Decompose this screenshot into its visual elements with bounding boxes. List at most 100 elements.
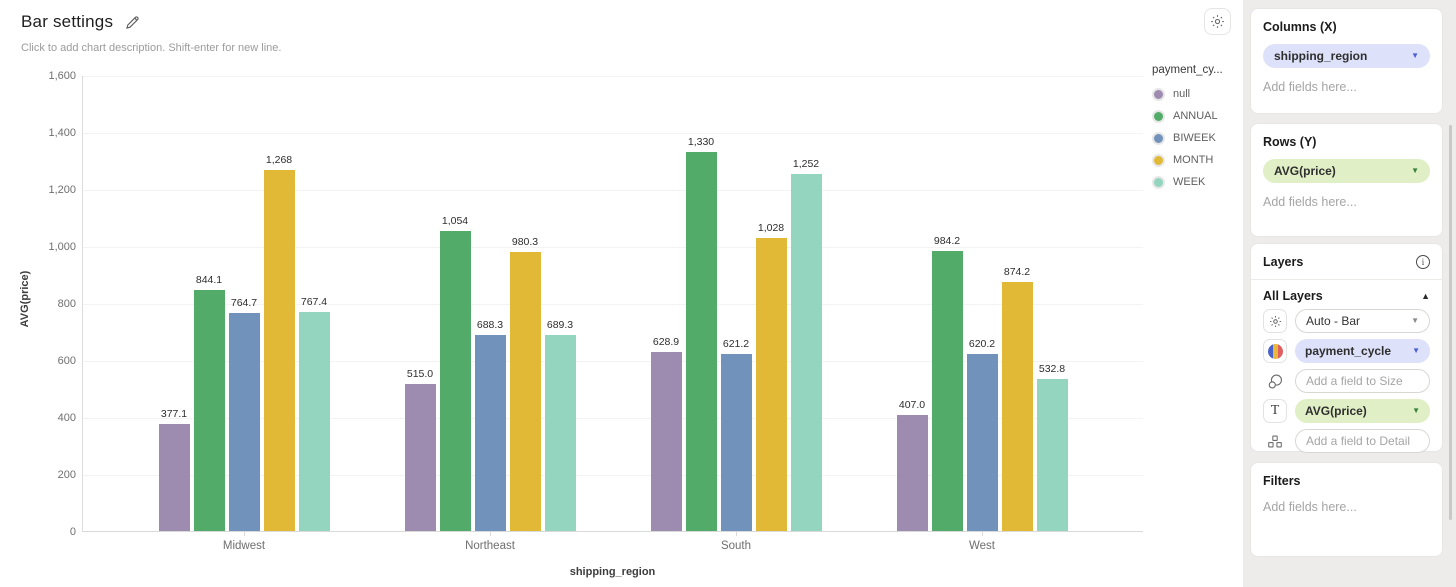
- bar-value-label: 532.8: [1038, 363, 1066, 375]
- rows-add-fields-dropzone[interactable]: Add fields here...: [1263, 195, 1357, 209]
- filters-header: Filters: [1263, 474, 1301, 488]
- rows-field-avg-price[interactable]: AVG(price) ▼: [1263, 159, 1430, 183]
- gridline: [83, 247, 1143, 248]
- legend-items: null ANNUAL BIWEEK MONTH WEEK: [1152, 83, 1252, 193]
- bar-ANNUAL-south[interactable]: 1,330: [685, 136, 717, 531]
- bar-group-midwest: 377.1 844.1 764.7 1,268 767.4: [158, 154, 330, 531]
- legend-swatch-icon: [1152, 109, 1165, 123]
- bar-value-label: 1,054: [441, 215, 469, 227]
- bar-BIWEEK-south[interactable]: 621.2: [720, 338, 752, 531]
- all-layers-toggle[interactable]: All Layers ▲: [1251, 289, 1442, 303]
- chart-type-value: Auto - Bar: [1306, 314, 1361, 328]
- bar-MONTH-south[interactable]: 1,028: [755, 222, 787, 531]
- color-field-payment-cycle[interactable]: payment_cycle ▼: [1295, 339, 1430, 363]
- bar-value-label: 689.3: [546, 319, 574, 331]
- bar-WEEK-south[interactable]: 1,252: [790, 158, 822, 531]
- gridline: [83, 76, 1143, 77]
- legend-item-WEEK[interactable]: WEEK: [1152, 171, 1252, 193]
- info-icon[interactable]: i: [1416, 255, 1430, 269]
- bar-null-northeast[interactable]: 515.0: [404, 368, 436, 531]
- text-field-avg-price[interactable]: AVG(price) ▼: [1295, 399, 1430, 423]
- y-tick-label: 600: [57, 355, 76, 367]
- bar-BIWEEK-northeast[interactable]: 688.3: [474, 319, 506, 531]
- plot-area: 0 200 400 600 800 1,000 1,200 1,400 1,600 377.1 84…: [48, 70, 1143, 552]
- text-field-label: AVG(price): [1305, 404, 1367, 418]
- gridline: [83, 418, 1143, 419]
- chevron-down-icon: ▼: [1412, 346, 1420, 355]
- bar-WEEK-midwest[interactable]: 767.4: [298, 296, 330, 531]
- legend-swatch-icon: [1152, 131, 1165, 145]
- detail-sitemap-icon: [1263, 429, 1287, 453]
- panel-scrollbar[interactable]: [1449, 125, 1452, 520]
- bar-value-label: 407.0: [898, 399, 926, 411]
- rows-y-card: Rows (Y) AVG(price) ▼ Add fields here...: [1250, 123, 1443, 237]
- gridline: [83, 133, 1143, 134]
- page-title: Bar settings: [21, 12, 114, 31]
- detail-field-input[interactable]: Add a field to Detail: [1295, 429, 1430, 453]
- gridline: [83, 190, 1143, 191]
- plot-wrap: AVG(price) 0 200 400 600 800 1,000 1,200 1,400 1…: [19, 70, 1143, 578]
- color-field-label: payment_cycle: [1305, 344, 1392, 358]
- layer-type-gear-icon: [1263, 309, 1287, 333]
- legend-label: null: [1173, 88, 1191, 100]
- bar-value-label: 621.2: [722, 338, 750, 350]
- chevron-down-icon: ▼: [1411, 51, 1419, 60]
- edit-pencil-icon[interactable]: [125, 15, 140, 30]
- filters-add-fields-dropzone[interactable]: Add fields here...: [1263, 500, 1357, 514]
- columns-add-fields-dropzone[interactable]: Add fields here...: [1263, 80, 1357, 94]
- y-tick-label: 1,600: [48, 70, 76, 82]
- x-tick: [244, 532, 245, 536]
- bar-null-midwest[interactable]: 377.1: [158, 408, 190, 531]
- legend-item-null[interactable]: null: [1152, 83, 1252, 105]
- x-category-label-west: West: [969, 540, 995, 552]
- chart-type-select[interactable]: Auto - Bar ▼: [1295, 309, 1430, 333]
- legend-swatch-icon: [1152, 175, 1165, 189]
- bar-null-south[interactable]: 628.9: [650, 336, 682, 531]
- settings-panel: Columns (X) shipping_region ▼ Add fields…: [1243, 0, 1456, 587]
- bar-value-label: 628.9: [652, 336, 680, 348]
- legend-item-BIWEEK[interactable]: BIWEEK: [1152, 127, 1252, 149]
- legend-item-ANNUAL[interactable]: ANNUAL: [1152, 105, 1252, 127]
- bar-value-label: 844.1: [195, 274, 223, 286]
- chevron-down-icon: ▼: [1411, 316, 1419, 325]
- bar-value-label: 984.2: [933, 235, 961, 247]
- y-tick-label: 400: [57, 412, 76, 424]
- bar-value-label: 1,252: [792, 158, 820, 170]
- bar-value-label: 688.3: [476, 319, 504, 331]
- bar-WEEK-west[interactable]: 532.8: [1036, 363, 1068, 531]
- bar-value-label: 620.2: [968, 338, 996, 350]
- chart-description-placeholder[interactable]: Click to add chart description. Shift-en…: [21, 42, 282, 54]
- columns-field-shipping-region[interactable]: shipping_region ▼: [1263, 44, 1430, 68]
- y-tick-label: 1,200: [48, 184, 76, 196]
- bar-MONTH-northeast[interactable]: 980.3: [509, 236, 541, 531]
- y-tick-label: 1,400: [48, 127, 76, 139]
- bar-value-label: 377.1: [160, 408, 188, 420]
- bar-ANNUAL-midwest[interactable]: 844.1: [193, 274, 225, 531]
- bar-BIWEEK-midwest[interactable]: 764.7: [228, 297, 260, 531]
- chart-settings-gear-button[interactable]: [1204, 8, 1231, 35]
- bar-BIWEEK-west[interactable]: 620.2: [966, 338, 998, 531]
- size-field-input[interactable]: Add a field to Size: [1295, 369, 1430, 393]
- bar-value-label: 980.3: [511, 236, 539, 248]
- legend-label: WEEK: [1173, 176, 1206, 188]
- y-tick-label: 800: [57, 298, 76, 310]
- legend-swatch-icon: [1152, 87, 1165, 101]
- gridline: [83, 475, 1143, 476]
- bar-MONTH-midwest[interactable]: 1,268: [263, 154, 295, 531]
- bar-WEEK-northeast[interactable]: 689.3: [544, 319, 576, 531]
- legend: payment_cy... null ANNUAL BIWEEK MONTH WEEK: [1152, 64, 1252, 193]
- x-axis-title: shipping_region: [569, 566, 656, 578]
- bar-value-label: 1,028: [757, 222, 785, 234]
- bar-ANNUAL-northeast[interactable]: 1,054: [439, 215, 471, 531]
- bar-group-northeast: 515.0 1,054 688.3 980.3 689.3: [404, 215, 576, 531]
- gridline: [83, 304, 1143, 305]
- x-tick: [736, 532, 737, 536]
- filters-card: Filters Add fields here...: [1250, 462, 1443, 557]
- bar-MONTH-west[interactable]: 874.2: [1001, 266, 1033, 531]
- x-category-label-midwest: Midwest: [222, 540, 266, 552]
- bar-null-west[interactable]: 407.0: [896, 399, 928, 531]
- legend-item-MONTH[interactable]: MONTH: [1152, 149, 1252, 171]
- size-circles-icon: [1263, 369, 1287, 393]
- rows-y-header: Rows (Y): [1263, 135, 1317, 149]
- bar-ANNUAL-west[interactable]: 984.2: [931, 235, 963, 531]
